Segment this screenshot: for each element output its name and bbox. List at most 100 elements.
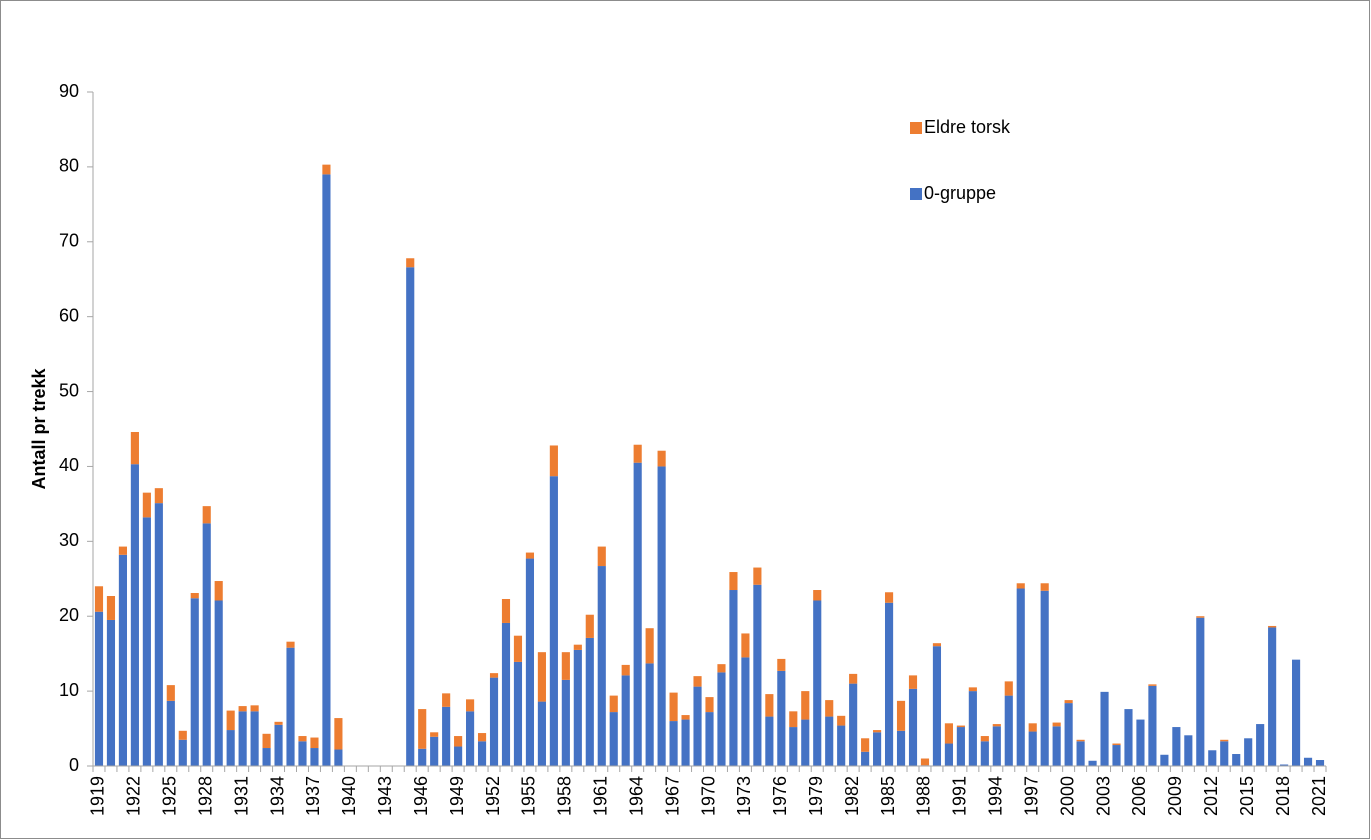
bar-segment (657, 466, 666, 766)
y-tick-label: 90 (59, 81, 79, 101)
y-tick-label: 70 (59, 231, 79, 251)
bar-segment (1280, 764, 1289, 766)
x-tick-label: 1976 (770, 776, 790, 816)
x-tick-label: 2015 (1237, 776, 1257, 816)
bar-segment (896, 700, 906, 731)
bar-segment (765, 716, 774, 766)
bar-segment (274, 721, 283, 725)
bar-segment (1208, 750, 1217, 766)
bar-segment (1232, 754, 1241, 766)
bar-segment (585, 637, 594, 766)
bar-segment (621, 664, 630, 676)
x-tick-label: 1961 (591, 776, 611, 816)
bar-segment (956, 727, 965, 766)
x-tick-label: 1919 (88, 776, 108, 816)
bar-segment (813, 600, 822, 766)
bar-segment (789, 727, 798, 766)
bar-segment (1184, 735, 1193, 766)
bar-segment (1064, 703, 1073, 766)
x-tick-label: 1991 (950, 776, 970, 816)
x-tick-label: 1994 (986, 776, 1006, 816)
bar-segment (142, 517, 151, 766)
bar-segment (130, 464, 139, 766)
x-tick-label: 1982 (842, 776, 862, 816)
x-tick-label: 1943 (375, 776, 395, 816)
bar-segment (250, 705, 259, 712)
bar-segment (849, 683, 858, 766)
bar-segment (1244, 738, 1253, 766)
bar-segment (645, 663, 654, 766)
legend-swatch (910, 122, 922, 134)
bar-segment (178, 739, 187, 766)
bar-segment (454, 736, 463, 747)
bar-segment (1303, 757, 1313, 766)
bar-segment (585, 614, 594, 638)
bar-segment (669, 721, 678, 766)
bar-segment (861, 738, 870, 752)
y-tick-label: 0 (69, 755, 79, 775)
bar-segment (489, 677, 499, 766)
bar-segment (609, 695, 618, 713)
bar-segment (777, 658, 786, 671)
bar-segment (753, 567, 762, 585)
x-tick-label: 1967 (662, 776, 682, 816)
bar-segment (214, 600, 223, 766)
bar-segment (873, 730, 882, 733)
bar-segment (334, 718, 343, 750)
bar-segment (609, 712, 618, 766)
bar-segment (920, 758, 930, 766)
bar-segment (801, 691, 810, 720)
bar-segment (765, 694, 774, 717)
bar-segment (837, 725, 846, 766)
bar-segment (94, 586, 104, 612)
bar-segment (190, 598, 199, 766)
bar-segment (310, 737, 319, 749)
bar-segment (849, 673, 858, 684)
bar-segment (322, 174, 331, 766)
x-tick-label: 2006 (1129, 776, 1149, 816)
bar-segment (166, 700, 175, 766)
bar-segment (1124, 709, 1133, 766)
bar-segment (274, 724, 283, 766)
bar-segment (681, 719, 690, 766)
bar-segment (202, 506, 211, 524)
bar-segment (1100, 691, 1109, 766)
bar-segment (1196, 616, 1205, 618)
bar-segment (549, 476, 558, 766)
bar-segment (1220, 739, 1229, 742)
bar-segment (1028, 723, 1037, 732)
bar-segment (1016, 583, 1025, 589)
bar-segment (932, 643, 942, 647)
bar-segment (968, 687, 977, 692)
bar-segment (884, 602, 894, 766)
y-axis-label: Antall pr trekk (29, 368, 49, 490)
bar-segment (106, 619, 116, 766)
bar-segment (681, 715, 690, 720)
legend-label: Eldre torsk (924, 117, 1011, 137)
bar-segment (932, 646, 942, 766)
bar-segment (525, 552, 535, 559)
bar-segment (525, 558, 535, 766)
bar-segment (406, 258, 415, 268)
bar-segment (573, 644, 582, 650)
bar-segment (1256, 724, 1265, 766)
bar-segment (466, 711, 475, 766)
bar-segment (693, 676, 702, 687)
x-tick-label: 2000 (1057, 776, 1077, 816)
y-tick-label: 20 (59, 605, 79, 625)
bar-segment (501, 622, 511, 766)
bar-segment (442, 693, 451, 707)
x-tick-label: 2003 (1093, 776, 1113, 816)
bar-segment (1040, 583, 1049, 591)
bar-segment (980, 741, 989, 766)
x-tick-label: 1973 (734, 776, 754, 816)
bar-segment (1052, 726, 1061, 766)
bar-segment (106, 596, 116, 620)
x-tick-label: 1949 (447, 776, 467, 816)
bar-segment (944, 723, 953, 744)
bar-segment (717, 672, 726, 766)
x-tick-label: 1940 (339, 776, 359, 816)
bar-segment (1028, 731, 1037, 766)
bar-segment (501, 598, 511, 623)
